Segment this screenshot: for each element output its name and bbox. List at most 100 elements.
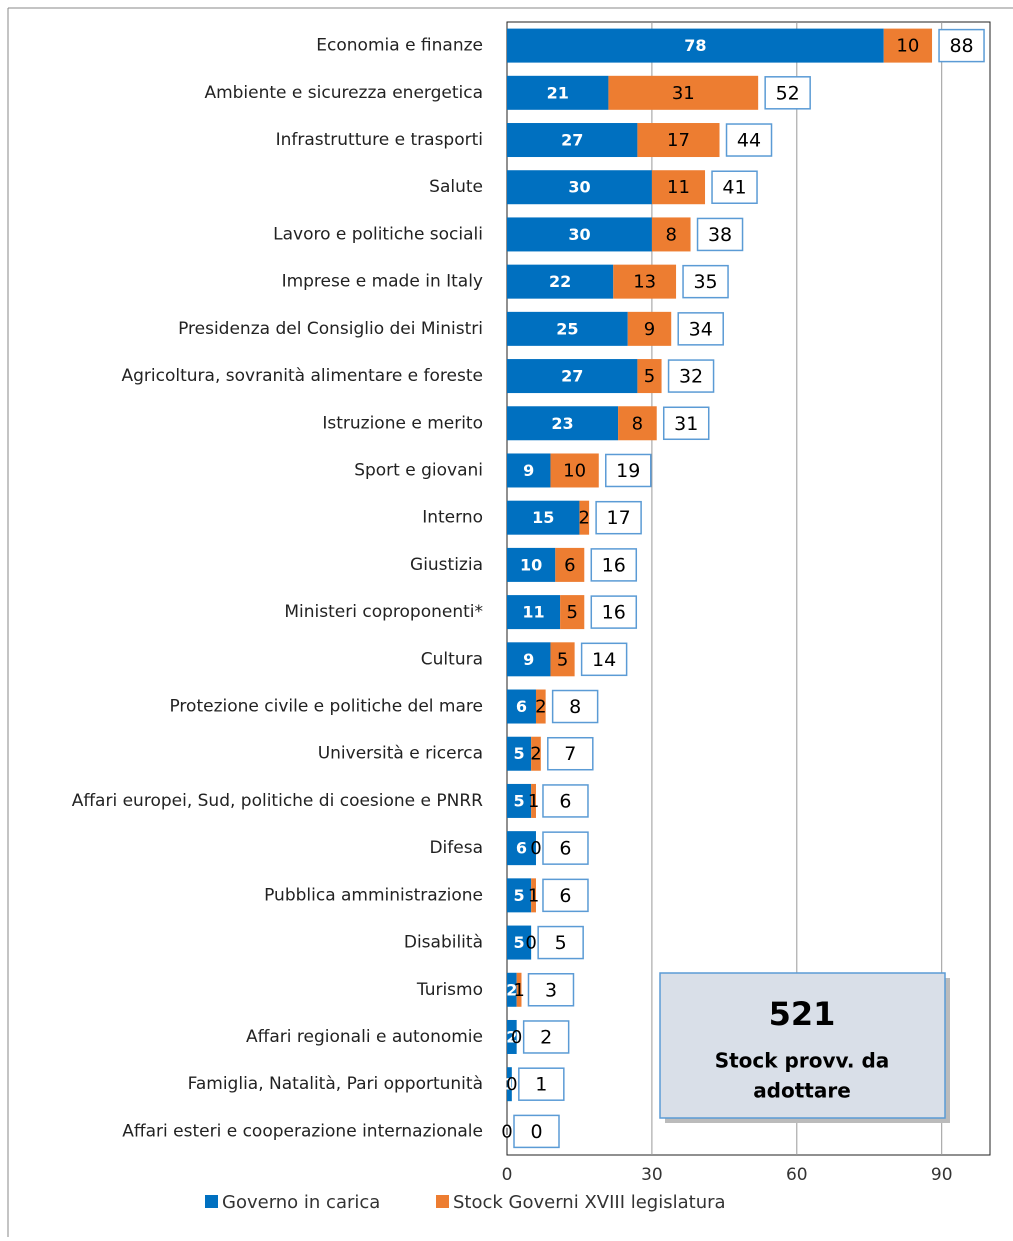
total-label: 5 [555,932,567,954]
category-label: Pubblica amministrazione [264,885,483,905]
data-label: 0 [506,1074,517,1095]
x-tick-label: 60 [786,1165,808,1185]
bar-segment [507,736,532,771]
data-label: 2 [535,697,546,718]
category-label: Università e ricerca [318,744,483,764]
category-label: Istruzione e merito [322,413,483,433]
total-label: 3 [545,979,557,1001]
data-label: 1 [504,1075,515,1094]
data-label: 22 [549,272,571,291]
data-label: 8 [632,413,643,434]
bar-segment [507,972,517,1007]
bar-segment [535,689,546,724]
data-label: 6 [564,555,575,576]
data-label: 21 [547,83,569,102]
category-label: Affari europei, Sud, politiche di coesio… [72,791,483,811]
data-label: 5 [644,366,655,387]
total-box [537,925,584,960]
total-box [682,264,729,299]
data-label: 13 [633,272,656,293]
data-label: 8 [665,224,676,245]
total-label: 19 [616,460,640,482]
bar-segment [507,878,532,913]
category-label: Affari esteri e cooperazione internazion… [122,1121,483,1141]
bar-segment [555,547,585,582]
total-box [547,736,594,771]
total-box [662,406,710,441]
category-label: Difesa [429,838,483,858]
total-box [518,1067,565,1101]
data-label: 25 [556,319,578,338]
data-label: 5 [557,649,568,670]
bar-segment [507,642,551,677]
total-box [605,453,652,488]
category-label: Agricoltura, sovranità alimentare e fore… [122,366,484,386]
data-label: 9 [644,319,655,340]
data-label: 5 [514,933,525,952]
bar-segment [507,1067,512,1102]
total-box [667,359,715,393]
data-label: 30 [568,178,590,197]
category-label: Ministeri coproponenti* [284,602,483,622]
category-label: Sport e giovani [354,460,483,480]
bar-segment [507,783,532,818]
total-label: 6 [559,790,571,812]
legend-swatch [436,1195,449,1208]
total-box [590,548,638,582]
total-label: 38 [708,224,732,246]
category-label: Famiglia, Natalità, Pari opportunità [188,1074,483,1094]
data-label: 1 [528,791,539,812]
bar-segment [651,217,691,252]
category-label: Ambiente e sicurezza energetica [204,83,483,103]
bar-segment [637,123,720,158]
category-label: Cultura [421,649,483,669]
bar-segment [507,453,551,488]
x-tick-label: 30 [641,1165,663,1185]
total-box [513,1114,560,1149]
category-label: Disabilità [404,933,483,953]
total-label: 16 [602,554,626,576]
total-box [522,1020,570,1054]
bar-segment [507,75,609,110]
bar-segment [531,878,536,913]
bar-segment [507,1019,517,1054]
data-label: 27 [561,131,583,150]
category-label: Imprese e made in Italy [282,272,483,292]
bar-segment [550,453,599,488]
total-label: 88 [949,35,973,57]
data-label: 9 [523,650,534,669]
legend-label: Governo in carica [222,1192,380,1213]
total-box [711,170,758,204]
legend-swatch [205,1195,218,1208]
total-label: 44 [737,130,761,152]
total-label: 41 [722,177,746,199]
category-label: Salute [429,177,483,197]
data-label: 9 [523,461,534,480]
data-label: 2 [506,980,517,999]
total-label: 32 [679,366,703,388]
total-label: 0 [530,1121,542,1143]
data-label: 2 [579,508,590,529]
category-label: Affari regionali e autonomie [246,1027,483,1047]
total-label: 16 [602,602,626,624]
total-label: 31 [674,413,698,435]
bar-segment [531,736,541,771]
category-label: Economia e finanze [316,36,483,56]
data-label: 11 [667,177,690,198]
bar-segment [507,925,532,960]
total-box [542,831,589,865]
bar-segment [560,595,585,630]
data-label: 5 [566,602,577,623]
bar-segment [507,500,580,535]
annotation-box [659,972,946,1119]
total-label: 34 [689,318,713,340]
total-label: 2 [540,1026,552,1048]
data-label: 0 [501,1122,512,1141]
total-box [595,500,642,535]
data-label: 11 [522,603,544,622]
data-label: 0 [530,838,541,859]
total-label: 6 [559,838,571,860]
bar-segment [507,123,638,158]
total-label: 52 [776,82,800,104]
